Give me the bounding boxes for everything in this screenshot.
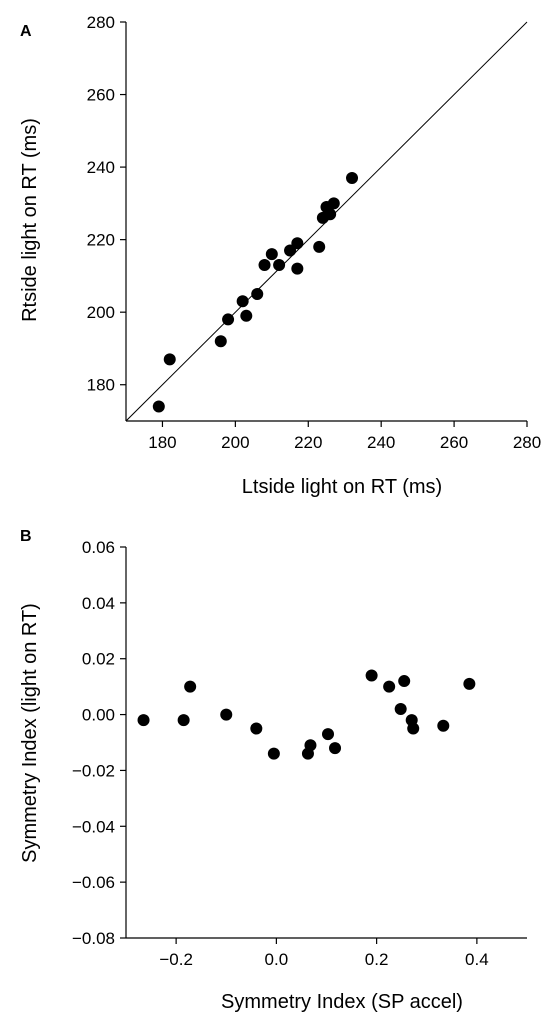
x-tick-label: −0.2 <box>159 950 193 969</box>
y-tick-label: 180 <box>87 376 115 395</box>
x-tick-label: 280 <box>513 433 541 452</box>
data-point <box>258 259 271 272</box>
x-tick-label: 0.0 <box>265 950 289 969</box>
y-tick-label: 200 <box>87 303 115 322</box>
data-point <box>152 400 165 413</box>
y-tick-label: 0.06 <box>82 538 115 557</box>
y-tick-label: 280 <box>87 13 115 32</box>
panel-a-x-axis-title: Ltside light on RT (ms) <box>242 476 442 498</box>
y-tick-label: 240 <box>87 158 115 177</box>
x-tick-label: 180 <box>148 433 176 452</box>
data-point <box>322 728 335 741</box>
data-point <box>236 295 249 308</box>
panel-a-label: A <box>20 23 32 40</box>
data-point <box>184 680 197 693</box>
data-point <box>220 708 233 721</box>
data-point <box>398 675 411 688</box>
data-point <box>383 680 396 693</box>
x-tick-label: 240 <box>367 433 395 452</box>
panel-b-x-axis-title: Symmetry Index (SP accel) <box>221 991 463 1013</box>
y-tick-label: −0.06 <box>72 873 115 892</box>
x-tick-label: 260 <box>440 433 468 452</box>
data-point <box>284 244 297 257</box>
data-point <box>163 353 176 366</box>
data-point <box>291 262 304 275</box>
data-point <box>137 714 150 727</box>
y-tick-label: 260 <box>87 86 115 105</box>
x-tick-label: 200 <box>221 433 249 452</box>
data-point <box>250 722 263 735</box>
y-tick-label: 0.00 <box>82 706 115 725</box>
data-point <box>222 313 235 326</box>
data-point <box>265 248 278 261</box>
x-tick-label: 0.2 <box>365 950 389 969</box>
data-point <box>251 288 264 301</box>
data-point <box>273 259 286 272</box>
y-tick-label: −0.04 <box>72 817 115 836</box>
data-point <box>267 747 280 760</box>
data-point <box>291 237 304 250</box>
data-point <box>313 240 326 253</box>
data-point <box>463 677 476 690</box>
panel-b-plot-area: −0.2 0.0 0.2 0.4 −0.08 −0.06 −0.04 −0.02 0.00 0.0… <box>72 538 527 969</box>
panel-a: A 180 200 220 240 260 280 180 200 220 240 260 280 L… <box>19 13 541 498</box>
data-point <box>214 335 227 348</box>
data-point <box>394 702 407 715</box>
data-point <box>304 739 317 752</box>
data-point <box>365 669 378 682</box>
y-tick-label: −0.08 <box>72 929 115 948</box>
data-point <box>240 309 253 322</box>
data-point <box>437 719 450 732</box>
y-tick-label: 0.04 <box>82 594 115 613</box>
data-point <box>177 714 190 727</box>
y-tick-label: −0.02 <box>72 761 115 780</box>
x-tick-label: 0.4 <box>465 950 489 969</box>
data-point <box>346 171 359 184</box>
y-tick-label: 220 <box>87 231 115 250</box>
x-tick-label: 220 <box>294 433 322 452</box>
panel-a-plot-area: 180 200 220 240 260 280 180 200 220 240 260 280 <box>87 13 542 452</box>
panel-b: B −0.2 0.0 0.2 0.4 −0.08 −0.06 −0.04 −0.02 0.00 0… <box>19 528 527 1013</box>
panel-b-y-axis-title: Symmetry Index (light on RT) <box>19 603 41 863</box>
panel-a-y-axis-title: Rtside light on RT (ms) <box>19 118 41 322</box>
data-point <box>327 197 340 210</box>
panel-b-label: B <box>20 528 32 545</box>
data-point <box>407 722 420 735</box>
data-point <box>324 208 337 221</box>
y-tick-label: 0.02 <box>82 650 115 669</box>
data-point <box>329 742 342 755</box>
